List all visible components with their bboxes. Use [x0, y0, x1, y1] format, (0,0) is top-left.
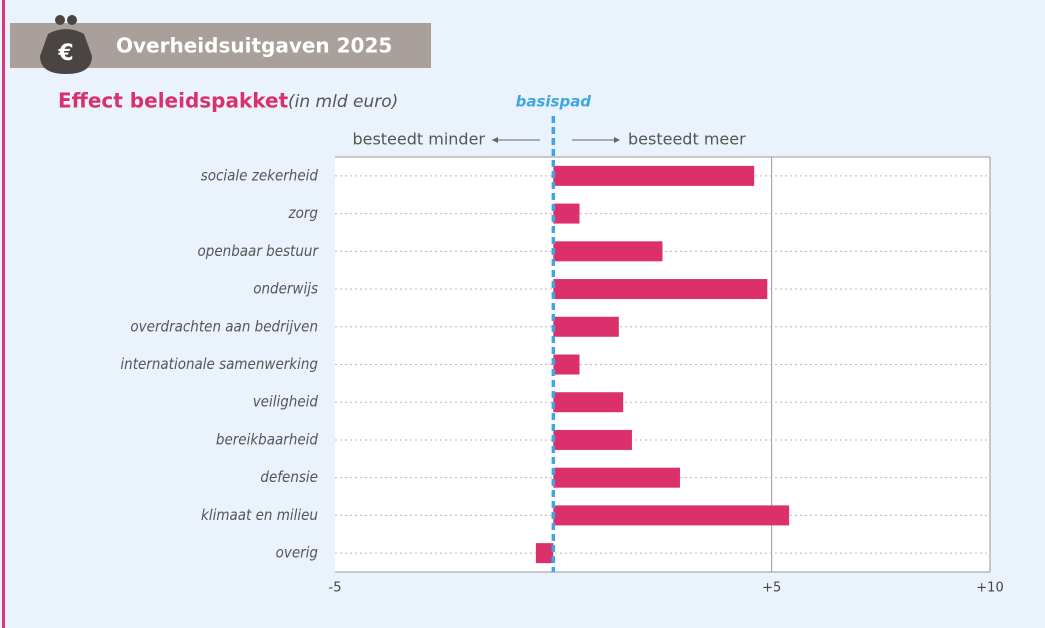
category-label: overig [276, 544, 319, 562]
category-label: klimaat en milieu [201, 506, 318, 524]
icon-symbol: € [57, 41, 73, 66]
bar [553, 279, 768, 300]
x-tick-label: -5 [329, 581, 342, 596]
baseline-label: basispad [516, 93, 592, 111]
bar [553, 505, 790, 526]
header-title: Overheidsuitgaven 2025 [116, 34, 392, 58]
category-label: bereikbaarheid [216, 430, 319, 448]
bar [553, 354, 580, 375]
arrow-head [614, 137, 620, 143]
bar [535, 543, 554, 564]
arrow-head [492, 137, 498, 143]
category-label: zorg [288, 204, 319, 222]
category-label: defensie [260, 468, 318, 486]
category-label: openbaar bestuur [198, 242, 320, 260]
purse-icon [40, 29, 92, 74]
bar [553, 316, 619, 337]
bar [553, 467, 680, 488]
x-tick-label: +5 [762, 581, 781, 596]
chart-subtitle: (in mld euro) [288, 92, 398, 112]
bar [553, 165, 755, 186]
x-tick-label: +10 [976, 581, 1003, 596]
category-label: sociale zekerheid [201, 166, 319, 184]
right-label: besteedt meer [628, 130, 746, 149]
bar [553, 203, 580, 224]
chart-title: Effect beleidspakket [58, 89, 289, 113]
purse-clasp [55, 15, 65, 25]
bar [553, 241, 663, 262]
bar [553, 429, 632, 450]
category-label: veiligheid [253, 393, 319, 411]
category-label: internationale samenwerking [120, 355, 318, 373]
category-label: onderwijs [253, 280, 318, 298]
left-label: besteedt minder [352, 130, 485, 149]
side-rule [2, 0, 5, 628]
bar [553, 392, 624, 413]
purse-clasp [67, 15, 77, 25]
category-label: overdrachten aan bedrijven [130, 317, 318, 335]
